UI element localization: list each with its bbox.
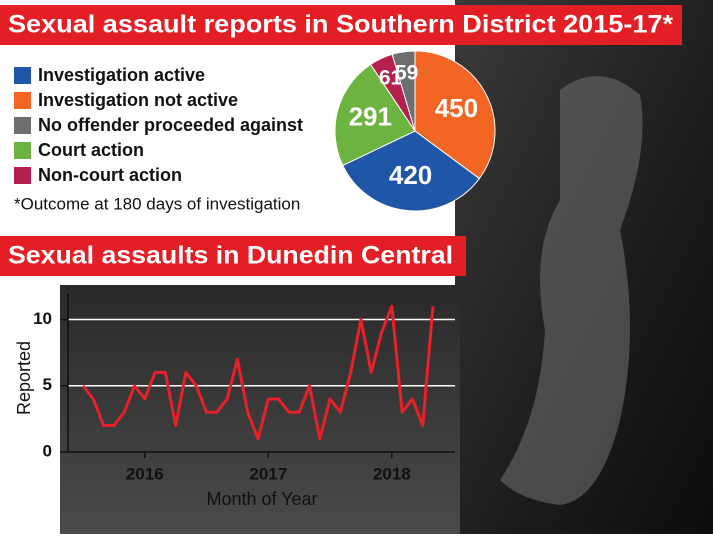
pie-slice — [391, 50, 416, 132]
x-tick-label: 2016 — [126, 464, 164, 483]
x-tick-label: 2017 — [249, 464, 287, 483]
title-bar — [0, 236, 466, 276]
legend-swatch — [14, 92, 31, 109]
x-axis-label: Month of Year — [206, 489, 317, 509]
y-tick-label: 10 — [33, 309, 52, 328]
y-tick-label: 0 — [43, 441, 52, 460]
pie-slice — [342, 130, 481, 212]
legend-label: Non-court action — [38, 165, 182, 185]
pie-value-label: 450 — [435, 93, 478, 123]
legend-label: No offender proceeded against — [38, 115, 303, 135]
pie-value-label: 59 — [395, 62, 418, 85]
title-bar — [0, 5, 682, 45]
legend-label: Court action — [38, 140, 144, 160]
y-axis-label: Reported — [14, 341, 34, 415]
pie-value-label: 291 — [349, 102, 392, 132]
pie-value-label: 420 — [389, 160, 432, 190]
legend-swatch — [14, 117, 31, 134]
legend-swatch — [14, 142, 31, 159]
legend-swatch — [14, 67, 31, 84]
y-tick-label: 5 — [43, 375, 52, 394]
pie-value-label: 61 — [379, 66, 403, 89]
data-line — [81, 304, 435, 441]
pie-slice — [414, 50, 496, 180]
legend-swatch — [14, 167, 31, 184]
pie-slice — [334, 63, 416, 167]
line-title: Sexual assaults in Dunedin Central — [8, 242, 453, 270]
note: *Outcome at 180 days of investigation — [14, 194, 300, 213]
x-tick-label: 2018 — [373, 464, 411, 483]
legend-label: Investigation active — [38, 65, 205, 85]
pie-title: Sexual assault reports in Southern Distr… — [8, 11, 673, 39]
legend-label: Investigation not active — [38, 90, 238, 110]
figure-silhouette — [500, 76, 643, 506]
